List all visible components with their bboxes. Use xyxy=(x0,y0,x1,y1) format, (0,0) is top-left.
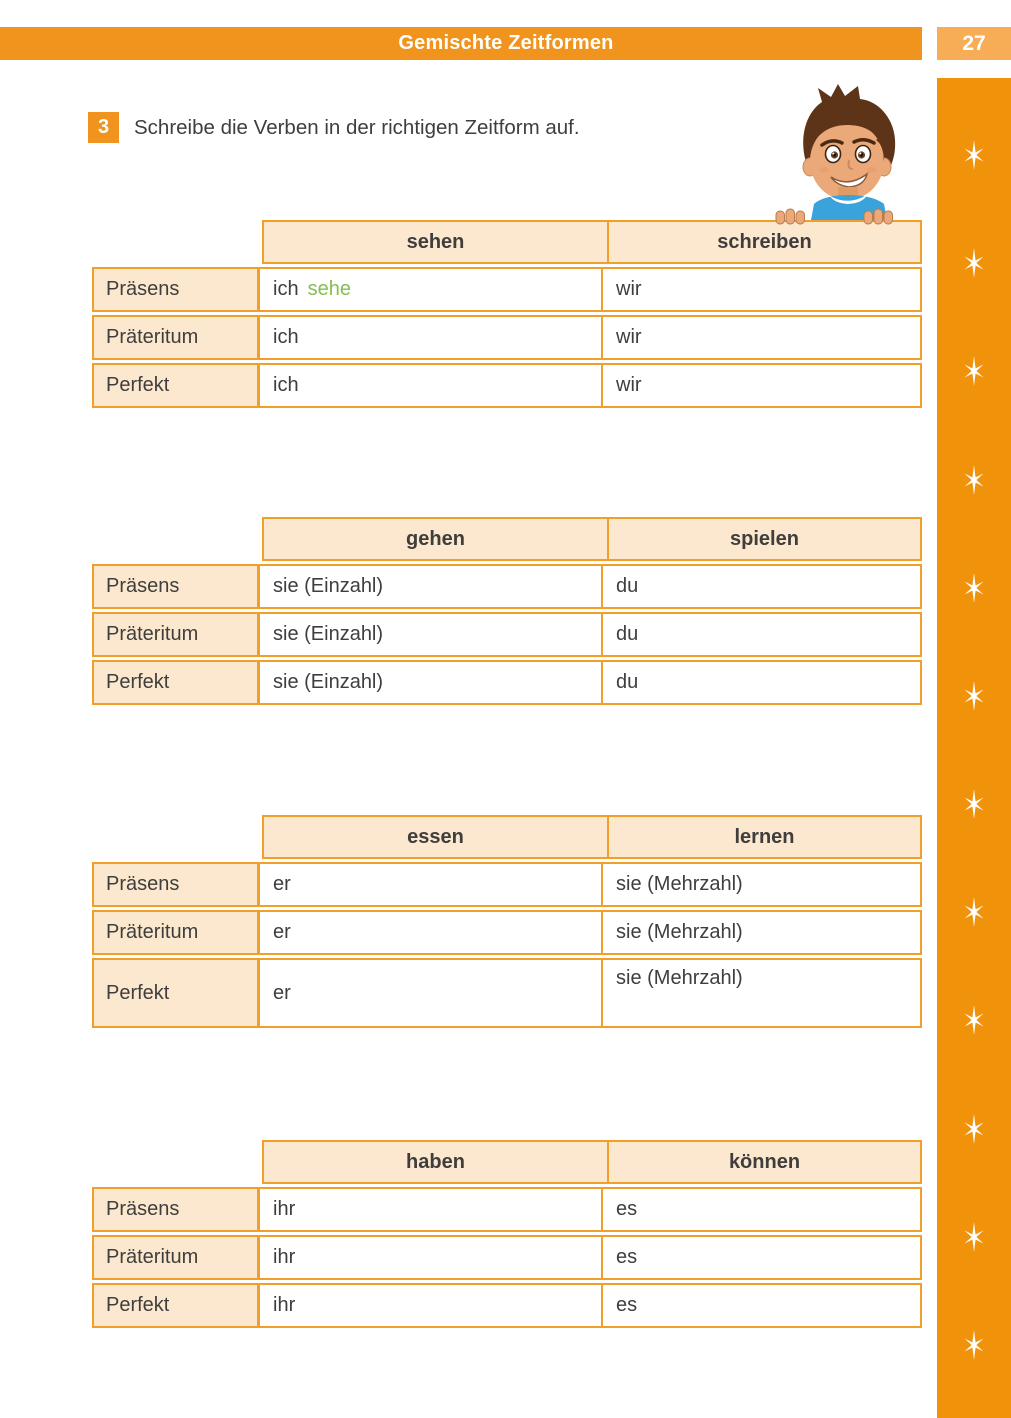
sparkle-star-icon xyxy=(964,248,984,279)
sparkle-star-icon xyxy=(964,1329,984,1360)
sparkle-star-icon xyxy=(964,572,984,603)
answer-cell: ihr xyxy=(260,1237,601,1278)
table-header-row: essen lernen xyxy=(262,815,922,859)
tense-label: Präteritum xyxy=(94,317,260,358)
answer-cell: es xyxy=(601,1189,920,1230)
task-number-badge: 3 xyxy=(88,112,119,143)
sidebar-decoration xyxy=(937,78,1011,1418)
answer-cell: wir xyxy=(601,365,920,406)
sparkle-star-icon xyxy=(964,140,984,170)
sparkle-star-icon xyxy=(964,356,984,387)
table-row-praesens: Präsens sie (Einzahl) du xyxy=(92,564,922,609)
answer-cell: wir xyxy=(601,317,920,358)
answer-cell: sie (Mehrzahl) xyxy=(601,864,920,905)
verb-header: können xyxy=(607,1142,920,1182)
verb-table-gehen-spielen: gehen spielen Präsens sie (Einzahl) du P… xyxy=(92,517,922,705)
answer-cell: du xyxy=(601,662,920,703)
answer-cell: du xyxy=(601,614,920,655)
sparkle-star-icon xyxy=(964,1221,984,1252)
table-row-perfekt: Perfekt sie (Einzahl) du xyxy=(92,660,922,705)
table-row-praeteritum: Präteritum er sie (Mehrzahl) xyxy=(92,910,922,955)
sparkle-star-icon xyxy=(964,897,984,928)
page-number-badge: 27 xyxy=(937,27,1011,60)
tense-label: Perfekt xyxy=(94,960,260,1026)
tense-label: Präsens xyxy=(94,566,260,607)
verb-table-sehen-schreiben: sehen schreiben Präsens ich sehe wir Prät… xyxy=(92,220,922,408)
task-row: 3 Schreibe die Verben in der richtigen Z… xyxy=(88,112,580,143)
answer-cell: sie (Einzahl) xyxy=(260,662,601,703)
tense-label: Perfekt xyxy=(94,1285,260,1326)
sparkle-star-icon xyxy=(964,1005,984,1036)
answer-cell: er xyxy=(260,912,601,953)
answer-cell: sie (Mehrzahl) xyxy=(601,912,920,953)
tense-label: Präsens xyxy=(94,864,260,905)
answer-cell: es xyxy=(601,1285,920,1326)
table-row-praesens: Präsens ich sehe wir xyxy=(92,267,922,312)
task-instruction: Schreibe die Verben in der richtigen Zei… xyxy=(134,115,580,139)
table-header-row: sehen schreiben xyxy=(262,220,922,264)
table-row-praeteritum: Präteritum ihr es xyxy=(92,1235,922,1280)
sparkle-star-icon xyxy=(964,789,984,820)
verb-header: schreiben xyxy=(607,222,920,262)
verb-header: essen xyxy=(407,825,464,848)
tense-label: Präsens xyxy=(94,269,260,310)
header-bar: Gemischte Zeitformen xyxy=(0,27,922,60)
verb-header: haben xyxy=(406,1150,465,1173)
answer-cell: sie (Mehrzahl) xyxy=(601,960,920,1026)
sparkle-star-icon xyxy=(964,680,984,711)
sparkle-star-icon xyxy=(964,464,984,495)
table-row-perfekt: Perfekt er sie (Mehrzahl) xyxy=(92,958,922,1028)
table-row-perfekt: Perfekt ihr es xyxy=(92,1283,922,1328)
answer-cell: ich xyxy=(260,365,601,406)
answer-cell: er xyxy=(260,864,601,905)
answer-cell: du xyxy=(601,566,920,607)
tense-label: Präteritum xyxy=(94,1237,260,1278)
answer-cell: ich sehe xyxy=(260,269,601,310)
table-row-praeteritum: Präteritum ich wir xyxy=(92,315,922,360)
verb-header: lernen xyxy=(607,817,920,857)
answer-cell: ich xyxy=(260,317,601,358)
answer-cell: sie (Einzahl) xyxy=(260,566,601,607)
table-row-perfekt: Perfekt ich wir xyxy=(92,363,922,408)
answer-cell: er xyxy=(260,960,601,1026)
table-row-praesens: Präsens ihr es xyxy=(92,1187,922,1232)
answer-cell: es xyxy=(601,1237,920,1278)
tense-label: Perfekt xyxy=(94,662,260,703)
verb-table-haben-koennen: haben können Präsens ihr es Präteritum i… xyxy=(92,1140,922,1328)
tense-label: Präteritum xyxy=(94,614,260,655)
answer-cell: wir xyxy=(601,269,920,310)
tense-label: Perfekt xyxy=(94,365,260,406)
table-header-row: gehen spielen xyxy=(262,517,922,561)
verb-header: gehen xyxy=(406,527,465,550)
boy-illustration xyxy=(775,84,896,225)
verb-table-essen-lernen: essen lernen Präsens er sie (Mehrzahl) P… xyxy=(92,815,922,1028)
table-row-praesens: Präsens er sie (Mehrzahl) xyxy=(92,862,922,907)
answer-cell: ihr xyxy=(260,1285,601,1326)
tense-label: Präsens xyxy=(94,1189,260,1230)
verb-header: spielen xyxy=(607,519,920,559)
tense-label: Präteritum xyxy=(94,912,260,953)
table-header-row: haben können xyxy=(262,1140,922,1184)
page-title: Gemischte Zeitformen xyxy=(398,32,614,54)
verb-header: sehen xyxy=(406,230,465,253)
sparkle-star-icon xyxy=(964,1113,984,1144)
answer-cell: ihr xyxy=(260,1189,601,1230)
answer-cell: sie (Einzahl) xyxy=(260,614,601,655)
filled-answer: sehe xyxy=(307,278,351,300)
table-row-praeteritum: Präteritum sie (Einzahl) du xyxy=(92,612,922,657)
